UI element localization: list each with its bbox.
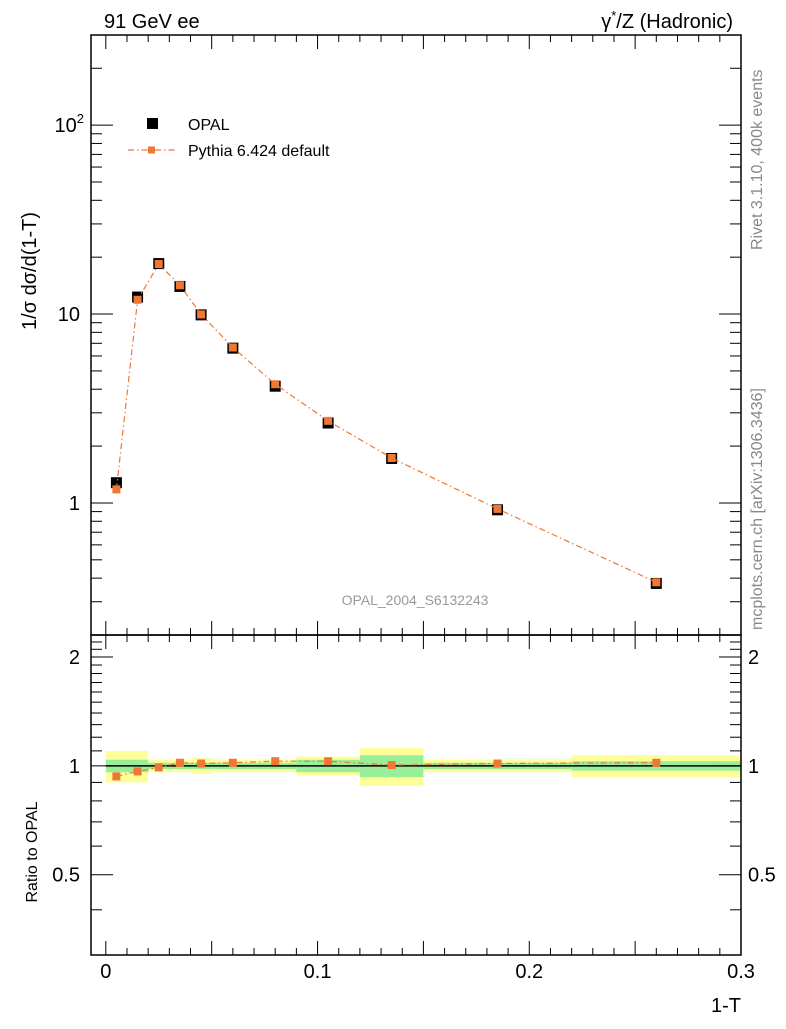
ratio-plot-area (105, 748, 741, 786)
rivet-label: Rivet 3.1.10, 400k events (749, 69, 766, 250)
mcplots-label: mcplots.cern.ch [arXiv:1306.3436] (749, 388, 766, 630)
y-tick-label: 102 (55, 111, 84, 137)
x-tick-label: 0.1 (304, 961, 332, 983)
y-tick-label: 1 (69, 493, 80, 515)
analysis-watermark: OPAL_2004_S6132243 (342, 592, 489, 608)
ratio-mc-point (112, 772, 121, 781)
pythia-mc-point (387, 453, 396, 462)
pythia-mc-point (154, 260, 163, 269)
y-tick-label: 10 (58, 304, 80, 326)
main-y-axis-label: 1/σ dσ/d(1-T) (19, 212, 41, 330)
pythia-mc-point (493, 504, 502, 513)
opal-data-point (110, 477, 122, 489)
ratio-mc-point (175, 758, 184, 767)
ratio-mc-point (493, 759, 502, 768)
ratio-mc-point (228, 758, 237, 767)
ratio-y-tick-label-left: 1 (69, 756, 80, 778)
ratio-y-tick-label-right: 1 (748, 756, 759, 778)
ratio-mc-point (271, 757, 280, 766)
legend: OPAL Pythia 6.424 default (128, 117, 330, 160)
pythia-mc-point (228, 343, 237, 352)
x-tick-label: 0.2 (515, 961, 543, 983)
process-label: γ*/Z (Hadronic) (601, 8, 733, 33)
legend-label-opal: OPAL (188, 117, 230, 134)
pythia-mc-point (112, 485, 121, 494)
legend-marker-pythia (148, 146, 155, 154)
axes: 0 0.1 0.2 0.3 1 10 102 0.5 0.5 1 1 2 2 (52, 34, 776, 983)
pythia-mc-point (652, 578, 661, 587)
ratio-y-tick-label-left: 0.5 (52, 865, 80, 887)
pythia-mc-point (271, 380, 280, 389)
main-plot-area (110, 258, 662, 589)
ratio-y-tick-label-right: 0.5 (748, 865, 776, 887)
x-axis-label: 1-T (711, 995, 741, 1017)
x-tick-label: 0 (100, 961, 111, 983)
ratio-mc-point (324, 757, 333, 766)
ratio-mc-point (652, 758, 661, 767)
ratio-mc-point (197, 759, 206, 768)
energy-label: 91 GeV ee (104, 11, 200, 33)
ratio-plot-frame (90, 634, 742, 956)
x-tick-label: 0.3 (727, 961, 755, 983)
pythia-mc-line (115, 263, 657, 583)
ratio-y-tick-label-left: 2 (69, 647, 80, 669)
ratio-mc-point (387, 761, 396, 770)
ratio-y-tick-label-right: 2 (748, 647, 759, 669)
pythia-mc-point (175, 281, 184, 290)
legend-marker-opal (147, 118, 158, 129)
ratio-mc-point (133, 767, 142, 776)
legend-label-pythia: Pythia 6.424 default (188, 143, 330, 160)
ratio-y-axis-label: Ratio to OPAL (24, 801, 41, 902)
pythia-mc-point (133, 295, 142, 304)
ratio-mc-point (154, 763, 163, 772)
pythia-mc-point (197, 310, 206, 319)
pythia-mc-point (324, 416, 333, 425)
